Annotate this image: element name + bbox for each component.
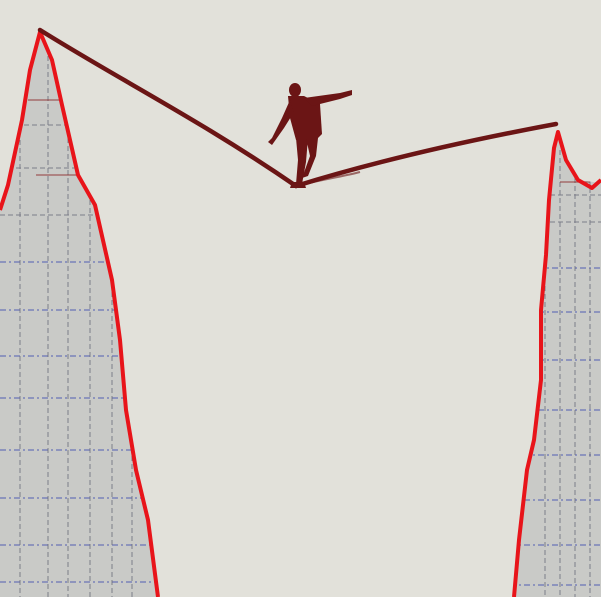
left-mountain-outline bbox=[0, 30, 160, 597]
left-mountain bbox=[0, 30, 160, 597]
tightrope bbox=[37, 27, 559, 189]
right-mountain-outline bbox=[512, 130, 601, 597]
right-mountain bbox=[512, 130, 601, 597]
left-mountain-grid bbox=[0, 40, 158, 597]
tightrope-walker bbox=[268, 83, 352, 188]
